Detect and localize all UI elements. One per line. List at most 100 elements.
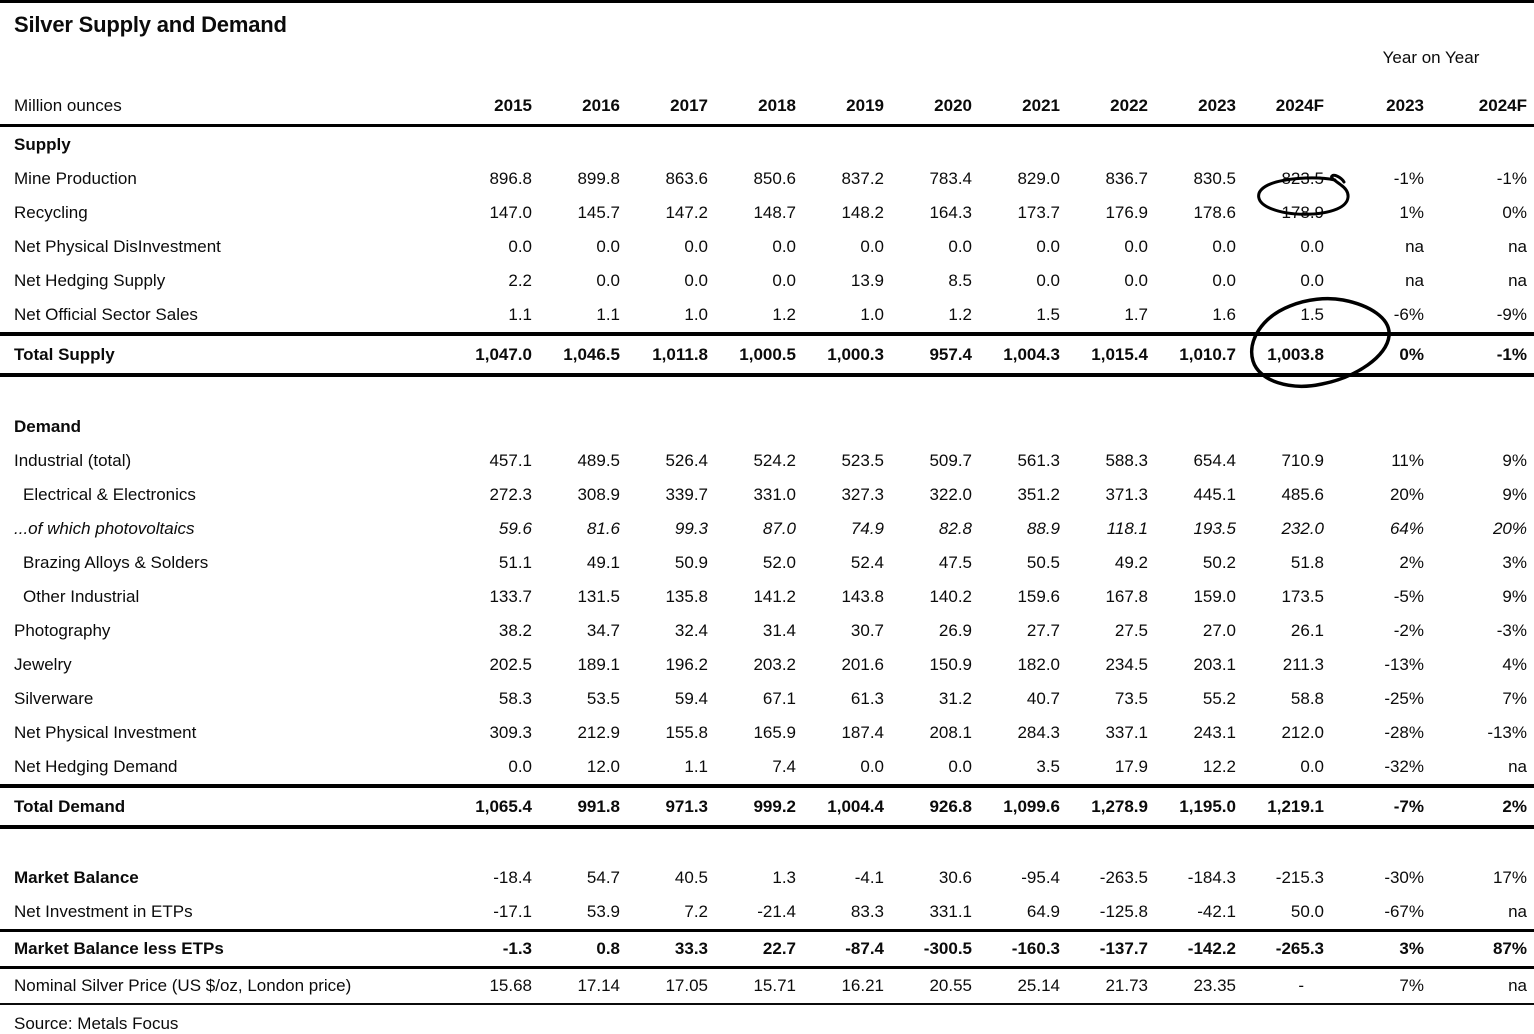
table-row: Electrical & Electronics 272.3 308.9 339.7 3… bbox=[0, 478, 1534, 512]
column-header-row: Million ounces 2015 2016 2017 2018 2019 2020 2… bbox=[0, 72, 1534, 127]
value-cell: 0.0 bbox=[1212, 271, 1236, 290]
value-cell: 899.8 bbox=[577, 169, 620, 188]
value-cell: 150.9 bbox=[929, 655, 972, 674]
total-value-cell: 1,000.5 bbox=[712, 332, 800, 377]
value-cell: 0.0 bbox=[1124, 271, 1148, 290]
total-value-cell: 1,004.3 bbox=[976, 332, 1064, 377]
value-cell: 74.9 bbox=[850, 519, 884, 538]
value-cell: -95.4 bbox=[1021, 868, 1060, 887]
total-value-cell: 1,046.5 bbox=[536, 332, 624, 377]
table-row: Recycling 147.0 145.7 147.2 148.7 148.2 164.3 1… bbox=[0, 196, 1534, 230]
value-cell: 212.9 bbox=[577, 723, 620, 742]
row-label: Brazing Alloys & Solders bbox=[23, 553, 209, 572]
value-cell: 863.6 bbox=[665, 169, 708, 188]
spacer-cell bbox=[0, 827, 1534, 861]
value-cell: 82.8 bbox=[938, 519, 972, 538]
table-row: Net Investment in ETPs -17.1 53.9 7.2 -21.4 8… bbox=[0, 895, 1534, 931]
total-value-cell: 926.8 bbox=[888, 784, 976, 829]
year-column-header: 2019 bbox=[800, 72, 888, 127]
value-cell: 588.3 bbox=[1105, 451, 1148, 470]
total-value-cell: 1,010.7 bbox=[1152, 332, 1240, 377]
total-value-cell: 1,065.4 bbox=[448, 784, 536, 829]
value-cell: 20% bbox=[1492, 519, 1527, 538]
row-label: Recycling bbox=[14, 203, 88, 222]
value-cell: na bbox=[1508, 902, 1527, 921]
value-cell: 15.68 bbox=[448, 967, 536, 1005]
row-label: ...of which photovoltaics bbox=[14, 519, 195, 538]
value-cell: -67% bbox=[1384, 902, 1424, 921]
value-cell: 0.0 bbox=[508, 237, 532, 256]
table-row: Net Hedging Demand 0.0 12.0 1.1 7.4 0.0 0.0 3.5… bbox=[0, 750, 1534, 786]
value-cell: 485.6 bbox=[1281, 485, 1324, 504]
value-cell: 50.2 bbox=[1202, 553, 1236, 572]
value-cell: 327.3 bbox=[841, 485, 884, 504]
value-cell: 1.2 bbox=[948, 305, 972, 324]
total-row-label: Market Balance less ETPs bbox=[0, 929, 448, 969]
value-cell: 457.1 bbox=[489, 451, 532, 470]
value-cell: 850.6 bbox=[753, 169, 796, 188]
total-value-cell: -87.4 bbox=[800, 929, 888, 969]
value-cell: 87.0 bbox=[762, 519, 796, 538]
value-cell: 0.0 bbox=[860, 237, 884, 256]
value-cell: 53.5 bbox=[586, 689, 620, 708]
year-column-header: 2020 bbox=[888, 72, 976, 127]
value-cell: 159.6 bbox=[1017, 587, 1060, 606]
value-cell: 20% bbox=[1389, 485, 1424, 504]
value-cell: 52.0 bbox=[762, 553, 796, 572]
value-cell: 331.0 bbox=[753, 485, 796, 504]
total-value-cell: -1% bbox=[1431, 332, 1534, 377]
value-cell: 1.7 bbox=[1124, 305, 1148, 324]
value-cell: 61.3 bbox=[850, 689, 884, 708]
value-cell: -184.3 bbox=[1187, 868, 1236, 887]
value-cell: 38.2 bbox=[498, 621, 532, 640]
spacer-row bbox=[0, 375, 1534, 409]
total-row: Market Balance less ETPs -1.3 0.8 33.3 22.7-… bbox=[0, 929, 1534, 969]
row-label: Industrial (total) bbox=[14, 451, 132, 470]
source-note: Source: Metals Focus bbox=[14, 1014, 179, 1033]
table-row: Mine Production 896.8 899.8 863.6 850.6 837.2… bbox=[0, 162, 1534, 196]
total-value-cell: 22.7 bbox=[712, 929, 800, 969]
value-cell: 32.4 bbox=[674, 621, 708, 640]
value-cell: 7% bbox=[1502, 689, 1527, 708]
row-label: Silverware bbox=[14, 689, 94, 708]
value-cell: 55.2 bbox=[1202, 689, 1236, 708]
value-cell: 526.4 bbox=[665, 451, 708, 470]
value-cell: 23.35 bbox=[1152, 967, 1240, 1005]
value-cell: 0.0 bbox=[1124, 237, 1148, 256]
value-cell: 837.2 bbox=[841, 169, 884, 188]
value-cell: 53.9 bbox=[586, 902, 620, 921]
value-cell: 0.0 bbox=[1300, 757, 1324, 776]
value-cell: 3.5 bbox=[1036, 757, 1060, 776]
value-cell: 836.7 bbox=[1105, 169, 1148, 188]
value-cell: 141.2 bbox=[753, 587, 796, 606]
value-cell: 34.7 bbox=[586, 621, 620, 640]
value-cell: 12.0 bbox=[586, 757, 620, 776]
value-cell: -3% bbox=[1496, 621, 1527, 640]
row-label: Net Physical Investment bbox=[14, 723, 197, 742]
value-cell: 211.3 bbox=[1282, 655, 1324, 674]
value-cell: 30.7 bbox=[850, 621, 884, 640]
silver-price-row: Nominal Silver Price (US $/oz, London pr… bbox=[0, 967, 1534, 1005]
value-cell: 49.2 bbox=[1114, 553, 1148, 572]
total-value-cell: 999.2 bbox=[712, 784, 800, 829]
value-cell: 1.1 bbox=[684, 757, 708, 776]
value-cell: 31.2 bbox=[938, 689, 972, 708]
value-cell: 148.2 bbox=[841, 203, 884, 222]
value-cell: 189.1 bbox=[577, 655, 620, 674]
year-column-header: 2015 bbox=[448, 72, 536, 127]
value-cell: na bbox=[1508, 757, 1527, 776]
value-cell: 0.0 bbox=[596, 271, 620, 290]
value-cell: -215.3 bbox=[1275, 868, 1324, 887]
value-cell: 0.0 bbox=[1300, 237, 1324, 256]
yoy-spacer-cell bbox=[0, 38, 1328, 72]
value-cell: -30% bbox=[1384, 868, 1424, 887]
value-cell: 1.5 bbox=[1300, 305, 1324, 324]
spacer-cell bbox=[0, 375, 1534, 409]
value-cell: 0.0 bbox=[684, 271, 708, 290]
value-cell: 710.9 bbox=[1281, 451, 1324, 470]
value-cell: 26.1 bbox=[1290, 621, 1324, 640]
table-row: Net Hedging Supply 2.2 0.0 0.0 0.0 13.9 8.5 0.0… bbox=[0, 264, 1534, 298]
row-label: Jewelry bbox=[14, 655, 72, 674]
value-cell: 212.0 bbox=[1281, 723, 1324, 742]
